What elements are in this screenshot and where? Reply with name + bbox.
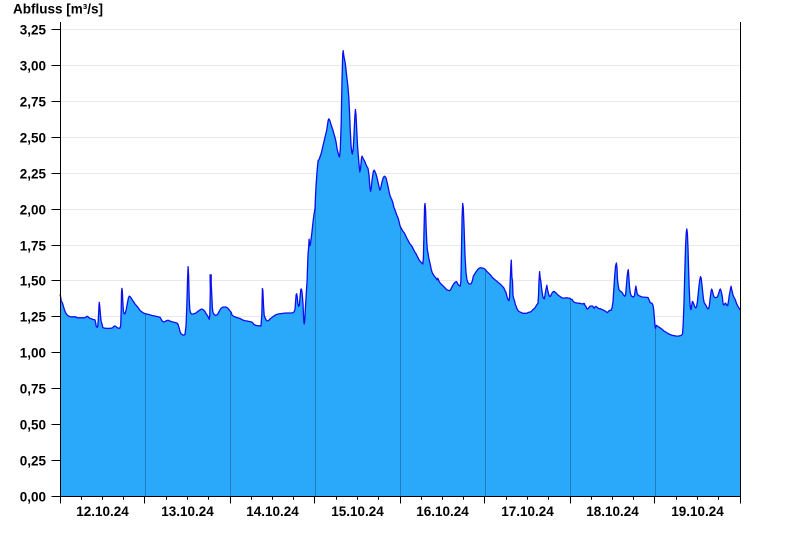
svg-text:18.10.24: 18.10.24	[586, 504, 639, 519]
svg-text:17.10.24: 17.10.24	[501, 504, 554, 519]
svg-text:13.10.24: 13.10.24	[161, 504, 214, 519]
svg-text:3,00: 3,00	[20, 58, 46, 73]
svg-text:1,50: 1,50	[20, 273, 46, 288]
svg-text:12.10.24: 12.10.24	[76, 504, 129, 519]
svg-text:2,75: 2,75	[20, 94, 47, 109]
svg-text:3,25: 3,25	[20, 22, 47, 37]
svg-text:1,00: 1,00	[20, 345, 46, 360]
svg-text:0,00: 0,00	[20, 489, 46, 504]
svg-text:16.10.24: 16.10.24	[416, 504, 469, 519]
svg-text:1,75: 1,75	[20, 238, 47, 253]
svg-text:2,00: 2,00	[20, 202, 46, 217]
svg-text:2,25: 2,25	[20, 166, 47, 181]
svg-text:1,25: 1,25	[20, 309, 47, 324]
svg-text:14.10.24: 14.10.24	[246, 504, 299, 519]
svg-text:0,75: 0,75	[20, 381, 47, 396]
svg-text:15.10.24: 15.10.24	[331, 504, 384, 519]
svg-text:0,25: 0,25	[20, 453, 47, 468]
svg-text:0,50: 0,50	[20, 417, 46, 432]
svg-text:2,50: 2,50	[20, 130, 46, 145]
svg-text:19.10.24: 19.10.24	[671, 504, 724, 519]
svg-text:Abfluss [m³/s]: Abfluss [m³/s]	[13, 2, 103, 17]
